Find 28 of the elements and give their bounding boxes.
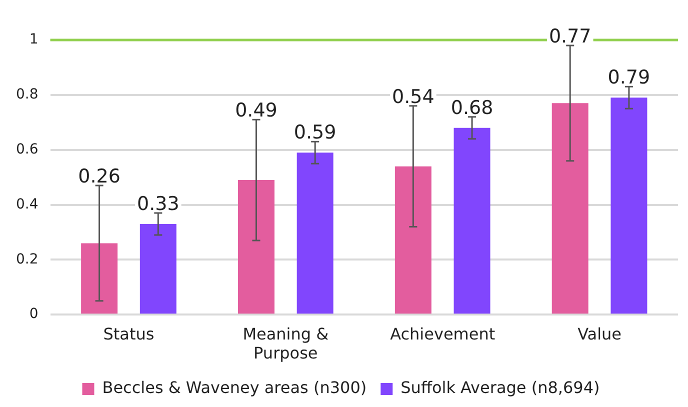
data-label: 0.54 (392, 86, 434, 108)
x-tick-label: Meaning & Purpose (242, 324, 329, 363)
y-tick-label: 1 (29, 32, 38, 48)
data-label: 0.49 (235, 100, 278, 122)
x-tick-label: Status (103, 324, 154, 344)
data-label: 0.59 (294, 122, 336, 144)
bar (140, 224, 176, 314)
bar (394, 166, 432, 314)
data-label: 0.79 (608, 66, 650, 89)
bar (238, 180, 274, 314)
data-label: 0.68 (450, 96, 494, 119)
bar (552, 103, 588, 314)
bar (610, 98, 648, 314)
data-label: 0.77 (548, 25, 592, 48)
data-label: 0.33 (137, 193, 180, 215)
bar (81, 243, 118, 314)
legend-label: Suffolk Average (n8,694) (400, 378, 600, 398)
y-tick-label: 0.4 (16, 196, 38, 212)
y-tick-label: 0.2 (16, 251, 38, 268)
y-tick-label: 0 (29, 306, 38, 322)
y-tick-label: 0.8 (16, 86, 38, 103)
y-tick-label: 0.6 (16, 141, 38, 158)
data-label: 0.26 (78, 166, 120, 188)
x-tick-label: Value (578, 324, 622, 344)
x-tick-label: Achievement (390, 324, 496, 344)
bar (454, 128, 490, 314)
legend-label: Beccles & Waveney areas (n300) (102, 378, 367, 398)
bar (296, 152, 334, 314)
